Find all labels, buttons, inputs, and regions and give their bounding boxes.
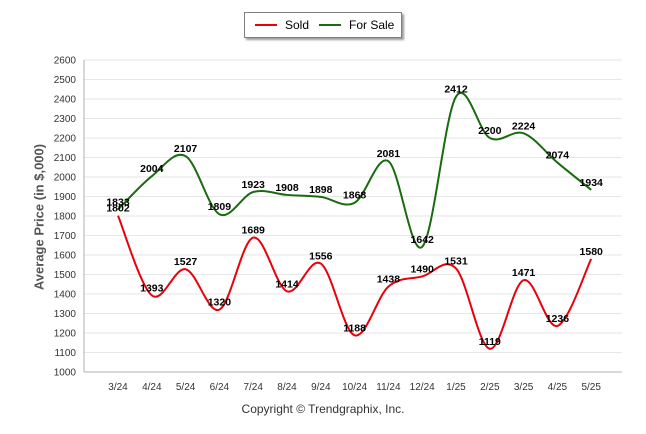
data-label-sold: 1236 [546, 313, 570, 325]
data-label-for-sale: 1898 [309, 184, 333, 196]
y-tick-label: 2100 [54, 153, 77, 164]
x-tick-label: 10/24 [342, 382, 367, 393]
data-label-sold: 1802 [106, 203, 130, 215]
legend-label-sold: Sold [285, 18, 310, 32]
x-tick-label: 3/24 [108, 382, 128, 393]
legend-item-for-sale[interactable]: For Sale [319, 13, 394, 37]
data-label-sold: 1556 [309, 251, 333, 263]
data-labels: 1802 1393 1527 1320 1689 1414 1556 1188 1438 1490… [106, 84, 603, 348]
x-tick-label: 1/25 [446, 382, 466, 393]
y-tick-label: 1700 [54, 231, 77, 242]
y-tick-label: 2500 [54, 75, 77, 86]
x-tick-label: 6/24 [210, 382, 230, 393]
y-tick-label: 1900 [54, 192, 77, 203]
data-label-sold: 1527 [174, 256, 198, 268]
y-tick-label: 1300 [54, 309, 77, 320]
x-tick-label: 11/24 [376, 382, 401, 393]
data-label-sold: 1531 [444, 255, 468, 267]
y-tick-label: 1600 [54, 251, 77, 262]
data-label-for-sale: 1809 [208, 201, 232, 213]
data-label-sold: 1320 [208, 297, 232, 309]
y-tick-label: 2300 [54, 114, 77, 125]
y-tick-label: 2200 [54, 134, 77, 145]
y-tick-label: 2400 [54, 95, 77, 106]
y-tick-label: 1100 [54, 348, 76, 359]
x-tick-label: 9/24 [311, 382, 331, 393]
x-tick-label: 7/24 [243, 382, 263, 393]
y-tick-label: 1200 [54, 329, 77, 340]
legend-item-sold[interactable]: Sold [255, 13, 309, 37]
y-tick-label: 2600 [54, 56, 77, 67]
y-axis-label: Average Price (in $,000) [31, 143, 47, 291]
series-line-for-sale [117, 92, 592, 249]
data-label-for-sale: 2081 [377, 148, 401, 160]
data-label-for-sale: 2412 [444, 84, 468, 96]
data-label-sold: 1414 [275, 278, 299, 290]
legend-swatch-sold [255, 24, 277, 26]
y-tick-labels: 1000 1100 1200 1300 1400 1500 1600 1700 1800 1900… [54, 56, 77, 379]
data-label-for-sale: 2200 [478, 125, 502, 137]
x-tick-label: 5/25 [581, 382, 601, 393]
data-label-for-sale: 1868 [343, 190, 367, 202]
data-label-sold: 1580 [580, 246, 604, 258]
x-tick-label: 4/24 [142, 382, 162, 393]
data-label-for-sale: 2074 [546, 150, 570, 162]
y-tick-label: 1800 [54, 212, 77, 223]
data-label-for-sale: 2224 [512, 120, 536, 132]
copyright-text: Copyright © Trendgraphix, Inc. [241, 402, 405, 416]
y-tick-label: 1000 [54, 368, 77, 379]
y-tick-label: 1500 [54, 270, 77, 281]
legend-label-for-sale: For Sale [349, 18, 395, 32]
data-label-for-sale: 2107 [174, 143, 198, 155]
legend: Sold For Sale [244, 12, 402, 38]
y-tick-label: 2000 [54, 173, 77, 184]
legend-swatch-for-sale [319, 24, 341, 26]
x-tick-label: 4/25 [548, 382, 568, 393]
x-tick-label: 12/24 [410, 382, 435, 393]
x-tick-label: 2/25 [480, 382, 500, 393]
data-label-sold: 1393 [140, 282, 164, 294]
data-label-sold: 1119 [479, 336, 501, 348]
data-label-for-sale: 1833 [106, 197, 130, 209]
x-tick-labels: 3/24 4/24 5/24 6/24 7/24 8/24 9/24 10/24 11/24 12… [108, 382, 601, 393]
series-lines [117, 92, 593, 350]
data-label-for-sale: 1934 [580, 177, 604, 189]
data-label-sold: 1689 [242, 225, 266, 237]
data-label-for-sale: 1923 [242, 179, 266, 191]
data-label-sold: 1438 [377, 274, 401, 286]
data-label-for-sale: 1908 [275, 182, 299, 194]
data-label-sold: 1490 [411, 263, 435, 275]
x-tick-label: 8/24 [277, 382, 297, 393]
data-label-for-sale: 2004 [140, 163, 164, 175]
series-line-sold [117, 215, 593, 350]
data-label-sold: 1188 [343, 322, 366, 334]
x-tick-label: 3/25 [514, 382, 534, 393]
y-tick-label: 1400 [54, 290, 77, 301]
data-label-for-sale: 1642 [411, 234, 435, 246]
x-tick-label: 5/24 [176, 382, 196, 393]
data-label-sold: 1471 [512, 267, 536, 279]
